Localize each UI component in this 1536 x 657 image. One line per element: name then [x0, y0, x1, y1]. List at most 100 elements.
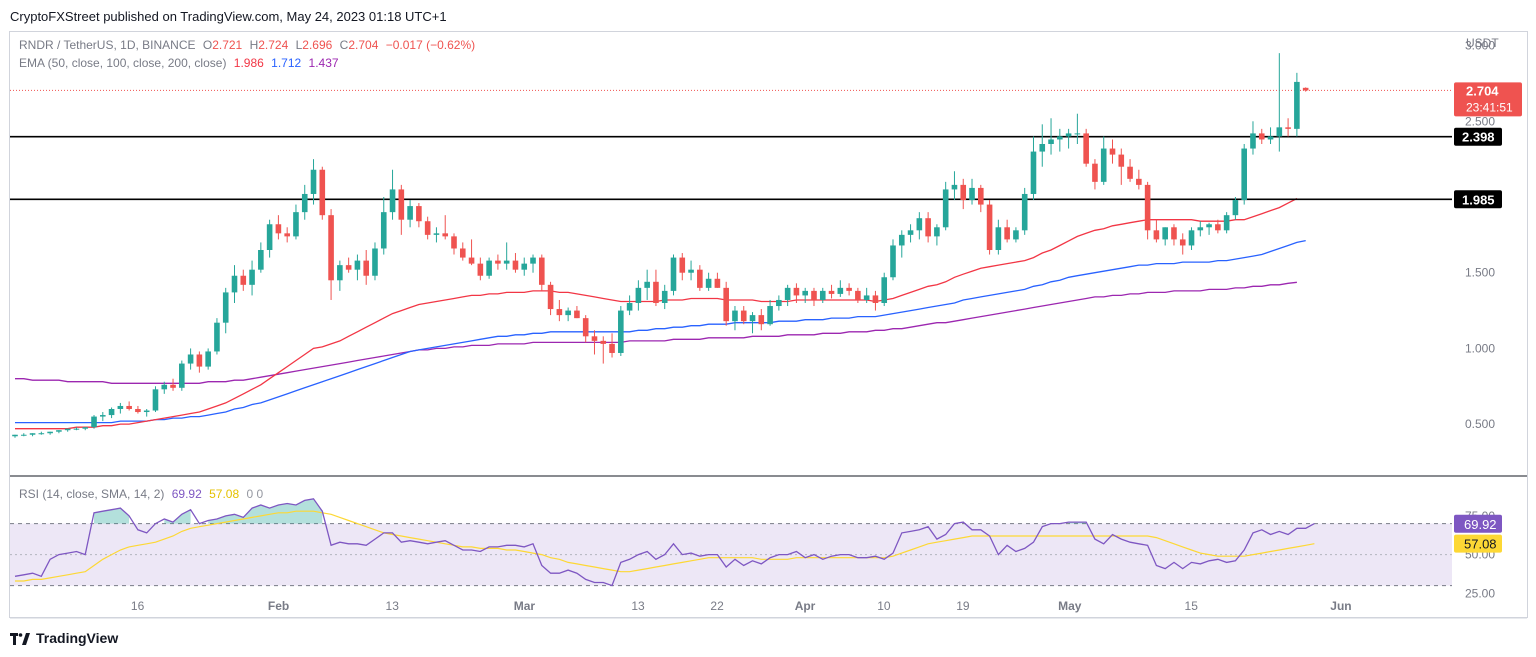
candle-body	[82, 427, 89, 429]
candle-body	[38, 433, 45, 435]
candle-body	[1206, 224, 1212, 228]
rsi-sma-value: 57.08	[209, 487, 240, 501]
candle-body	[468, 257, 475, 264]
candle-body	[539, 257, 545, 285]
candle-body	[1162, 227, 1168, 240]
candle-body	[337, 265, 343, 281]
rsi-legend: RSI (14, close, SMA, 14, 2) 69.92 57.08 …	[19, 487, 267, 501]
candle-body	[240, 275, 247, 285]
candle-body	[424, 221, 431, 235]
candle-body	[1100, 148, 1107, 182]
candle-body	[925, 218, 931, 237]
tradingview-footer: TradingView	[10, 630, 118, 646]
candle-body	[407, 206, 413, 220]
candle-body	[319, 169, 326, 216]
candle-body	[1021, 193, 1028, 231]
candle-body	[108, 409, 115, 416]
candle-body	[1258, 133, 1265, 140]
rsi-sma-tag-label: 57.08	[1464, 537, 1497, 552]
candle-body	[442, 233, 449, 237]
candle-body	[828, 290, 835, 294]
candle-body	[73, 428, 80, 430]
rsi-label: RSI (14, close, SMA, 14, 2)	[19, 487, 165, 501]
candle-body	[135, 409, 141, 413]
candle-body	[688, 269, 694, 273]
candle-body	[161, 384, 168, 390]
candle-body	[951, 184, 958, 190]
candle-body	[793, 287, 800, 296]
candle-body	[1215, 224, 1221, 231]
candle-body	[12, 434, 18, 437]
last-price-label: 2.704	[1466, 83, 1499, 98]
symbol-label: RNDR / TetherUS, 1D, BINANCE	[19, 38, 196, 52]
ema50-line	[15, 197, 1298, 430]
candle-body	[784, 287, 791, 300]
rsi-value-tag-label: 69.92	[1464, 517, 1497, 532]
candle-body	[1030, 151, 1037, 194]
rsi-value-tag	[1454, 514, 1502, 533]
high-label: H	[249, 38, 259, 52]
ema-label: EMA (50, close, 100, close, 200, close)	[19, 56, 227, 70]
ohlc-legend: RNDR / TetherUS, 1D, BINANCE O2.721 H2.7…	[19, 38, 479, 52]
candle-body	[47, 431, 53, 434]
ema200-value: 1.437	[308, 56, 339, 70]
candle-body	[1223, 215, 1230, 231]
price-axis-tick-4: 0.500	[1465, 417, 1495, 431]
candle-body	[846, 287, 852, 291]
candle-body	[960, 184, 967, 201]
candle-body	[837, 287, 844, 294]
low-value: 2.696	[302, 38, 333, 52]
candle-body	[205, 351, 211, 367]
candle-body	[732, 310, 738, 322]
candle-body	[503, 260, 510, 264]
candle-body	[1241, 148, 1247, 201]
candle-body	[64, 428, 71, 431]
time-axis-tick-1: Feb	[268, 599, 289, 613]
candle-body	[363, 260, 369, 276]
candle-body	[740, 310, 747, 322]
candle-body	[170, 384, 176, 388]
candle-body	[1057, 136, 1063, 140]
rsi-overbought-fill	[94, 508, 130, 524]
last-price-countdown: 23:41:51	[1466, 100, 1513, 114]
candle-body	[1153, 230, 1160, 240]
candle-body	[1109, 148, 1116, 155]
time-axis-tick-7: 10	[877, 599, 891, 613]
candle-body	[1276, 127, 1283, 137]
time-axis-tick-6: Apr	[795, 599, 816, 613]
candle-body	[1250, 133, 1256, 149]
rsi-line	[14, 498, 1315, 587]
candle-body	[433, 233, 440, 235]
candle-body	[1013, 230, 1019, 240]
open-value: 2.721	[212, 38, 243, 52]
candle-body	[1188, 230, 1195, 246]
change-value: −0.017 (−0.62%)	[385, 38, 476, 52]
candle-body	[758, 315, 765, 325]
candle-body	[767, 306, 773, 325]
candle-body	[389, 189, 396, 213]
candle-body	[1171, 227, 1177, 240]
candle-body	[372, 248, 378, 276]
ema50-value: 1.986	[233, 56, 264, 70]
candle-body	[1197, 227, 1204, 231]
candle-body	[916, 218, 923, 231]
candle-body	[907, 230, 914, 235]
candle-body	[776, 299, 782, 307]
time-axis-tick-8: 19	[956, 599, 970, 613]
candle-body	[451, 236, 457, 249]
candle-body	[890, 245, 896, 278]
candle-body	[275, 224, 282, 234]
candle-body	[574, 310, 580, 319]
candle-body	[258, 250, 264, 270]
candle-body	[310, 169, 317, 194]
candle-body	[1074, 133, 1081, 135]
candle-body	[661, 290, 668, 303]
candle-body	[714, 278, 721, 288]
candle-body	[1232, 200, 1239, 216]
candle-body	[152, 389, 159, 411]
candle-body	[486, 260, 492, 276]
candle-body	[512, 260, 519, 270]
candle-body	[1092, 163, 1098, 182]
price-axis-tick-2: 1.500	[1465, 266, 1495, 280]
